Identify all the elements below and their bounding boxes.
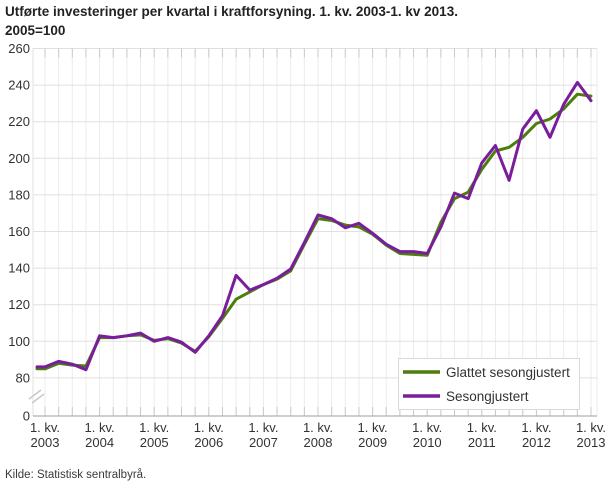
y-axis-label: 180 xyxy=(8,187,30,202)
y-axis-label-zero: 0 xyxy=(23,409,30,424)
x-axis-label: 1. kv. 2010 xyxy=(412,420,442,450)
x-axis-label: 1. kv. 2005 xyxy=(139,420,169,450)
x-axis-label: 1. kv. 2009 xyxy=(358,420,388,450)
x-axis-label: 1. kv. 2013 xyxy=(576,420,606,450)
y-axis-label: 120 xyxy=(8,297,30,312)
chart-title-line1: Utførte investeringer per kvartal i kraf… xyxy=(5,4,458,19)
legend: Glattet sesongjustert Sesongjustert xyxy=(398,358,580,410)
x-axis-label: 1. kv. 2008 xyxy=(303,420,333,450)
gridlines xyxy=(32,48,598,416)
y-axis-labels: 260 240 220 200 180 160 140 120 100 80 0 xyxy=(8,41,30,424)
break-stroke xyxy=(31,393,45,404)
source-text: Kilde: Statistisk sentralbyrå. xyxy=(5,469,147,481)
x-axis-label: 1. kv. 2012 xyxy=(521,420,551,450)
x-axis-label: 1. kv. 2004 xyxy=(85,420,115,450)
legend-box xyxy=(398,358,580,410)
chart-title-line2: 2005=100 xyxy=(5,23,66,38)
x-axis-label: 1. kv. 2011 xyxy=(467,420,497,450)
y-axis-label: 240 xyxy=(8,78,30,93)
x-axis-labels: 1. kv. 2003 1. kv. 2004 1. kv. 2005 1. kv. 2006… xyxy=(30,420,606,450)
y-axis-break-icon xyxy=(28,389,45,404)
line-chart-canvas: 260 240 220 200 180 160 140 120 100 80 0 1. kv. 200… xyxy=(8,41,606,450)
y-axis-label: 140 xyxy=(8,261,30,276)
y-axis-label: 160 xyxy=(8,224,30,239)
legend-item-sesongjustert[interactable]: Sesongjustert xyxy=(403,389,529,404)
y-axis-label: 260 xyxy=(8,41,30,56)
y-axis-label: 100 xyxy=(8,334,30,349)
legend-label-glattet: Glattet sesongjustert xyxy=(446,365,570,380)
series-line-sesongjustert xyxy=(35,80,593,372)
break-stroke xyxy=(28,389,42,400)
data-series xyxy=(35,80,593,372)
y-axis-label: 200 xyxy=(8,151,30,166)
x-axis-label: 1. kv. 2007 xyxy=(248,420,278,450)
legend-item-glattet-sesongjustert[interactable]: Glattet sesongjustert xyxy=(403,365,570,380)
chart-title: Utførte investeringer per kvartal i kraf… xyxy=(5,2,605,40)
legend-label-sesongjustert: Sesongjustert xyxy=(446,389,529,404)
y-axis-label: 220 xyxy=(8,114,30,129)
x-axis-label: 1. kv. 2003 xyxy=(30,420,60,450)
x-axis-label: 1. kv. 2006 xyxy=(194,420,224,450)
y-axis-label: 80 xyxy=(16,370,30,385)
